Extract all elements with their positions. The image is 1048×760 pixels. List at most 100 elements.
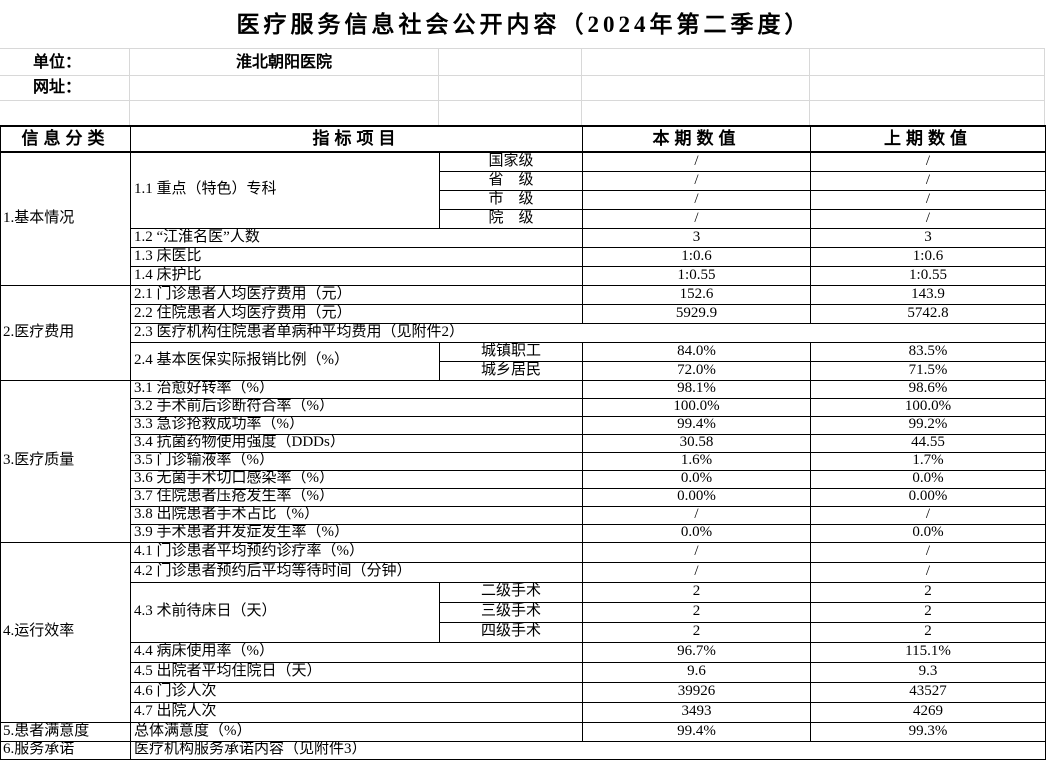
value-cell: 100.0% — [582, 397, 811, 417]
subindicator-cell: 国家级 — [439, 151, 583, 172]
indicator-cell: 3.6 无菌手术切口感染率（%） — [130, 469, 583, 489]
value-cell: 0.00% — [810, 487, 1046, 507]
table-row: 2.4 基本医保实际报销比例（%） 城镇职工 84.0% 83.5% — [1, 341, 1046, 381]
table-row: 4.6 门诊人次 39926 43527 — [1, 681, 1046, 703]
table-row: 5.患者满意度 总体满意度（%） 99.4% 99.3% — [0, 721, 1046, 742]
col-header-indicator: 指标项目 — [130, 125, 583, 153]
table-row: 6.服务承诺 医疗机构服务承诺内容（见附件3） — [0, 740, 1046, 760]
empty-cell — [439, 76, 582, 101]
value-cell: / — [810, 208, 1046, 229]
value-cell: / — [582, 151, 811, 172]
value-cell: 99.2% — [810, 415, 1046, 435]
indicator-cell: 2.4 基本医保实际报销比例（%） — [130, 341, 440, 381]
value-cell: 9.6 — [582, 661, 811, 683]
value-cell: / — [582, 561, 811, 583]
table-row: 4.运行效率 4.1 门诊患者平均预约诊疗率（%） / / — [0, 541, 1046, 723]
value-cell: 1.6% — [582, 451, 811, 471]
table-row: 城乡居民 72.0% 71.5% — [1, 360, 1046, 381]
value-cell: 0.0% — [582, 523, 811, 543]
subindicator-cell: 城镇职工 — [439, 341, 583, 362]
table-row: 1.2 “江淮名医”人数 3 3 — [1, 227, 1046, 248]
table-row: 院 级 / / — [1, 208, 1046, 229]
value-cell: 2 — [582, 601, 811, 623]
col-header-current-period: 本期数值 — [582, 125, 811, 153]
indicator-cell: 4.6 门诊人次 — [130, 681, 583, 703]
table-row: 1.3 床医比 1:0.6 1:0.6 — [1, 246, 1046, 267]
table-row: 3.7 住院患者压疮发生率（%） 0.00% 0.00% — [1, 487, 1046, 507]
category-cell: 2.医疗费用 — [0, 284, 131, 381]
indicator-cell: 1.2 “江淮名医”人数 — [130, 227, 583, 248]
table-row: 4.2 门诊患者预约后平均等待时间（分钟） / / — [1, 561, 1046, 583]
value-cell: 98.1% — [582, 379, 811, 399]
table-row: 3.8 出院患者手术占比（%） / / — [1, 505, 1046, 525]
empty-cell — [130, 101, 439, 125]
value-cell: 115.1% — [810, 641, 1046, 663]
table-row: 三级手术 2 2 — [1, 601, 1046, 623]
subindicator-cell: 城乡居民 — [439, 360, 583, 381]
value-cell: 2 — [810, 621, 1046, 643]
table-row: 4.4 病床使用率（%） 96.7% 115.1% — [1, 641, 1046, 663]
empty-cell — [582, 101, 810, 125]
value-cell: / — [810, 561, 1046, 583]
col-header-category: 信息分类 — [0, 125, 131, 153]
value-cell: 0.0% — [810, 469, 1046, 489]
value-cell: 1:0.6 — [810, 246, 1046, 267]
indicator-cell: 4.2 门诊患者预约后平均等待时间（分钟） — [130, 561, 583, 583]
empty-cell — [439, 101, 582, 125]
value-cell: 0.00% — [582, 487, 811, 507]
table-row: 3.6 无菌手术切口感染率（%） 0.0% 0.0% — [1, 469, 1046, 489]
value-cell: / — [810, 151, 1046, 172]
indicator-cell: 3.8 出院患者手术占比（%） — [130, 505, 583, 525]
indicator-cell: 1.3 床医比 — [130, 246, 583, 267]
subindicator-cell: 三级手术 — [439, 601, 583, 623]
value-cell: 100.0% — [810, 397, 1046, 417]
table-row: 3.医疗质量 3.1 治愈好转率（%） 98.1% 98.6% — [0, 379, 1046, 543]
indicator-cell: 4.5 出院者平均住院日（天） — [130, 661, 583, 683]
value-cell: / — [810, 189, 1046, 210]
empty-cell — [582, 76, 810, 101]
unit-value: 淮北朝阳医院 — [130, 48, 439, 76]
subindicator-cell: 院 级 — [439, 208, 583, 229]
value-cell: 44.55 — [810, 433, 1046, 453]
table-row: 3.9 手术患者并发症发生率（%） 0.0% 0.0% — [1, 523, 1046, 543]
value-cell: 84.0% — [582, 341, 811, 362]
table-row: 2.2 住院患者人均医疗费用（元） 5929.9 5742.8 — [1, 303, 1046, 324]
meta-section: 单位： 淮北朝阳医院 网址： — [0, 48, 1045, 125]
value-cell: 3 — [582, 227, 811, 248]
category-cell: 3.医疗质量 — [0, 379, 131, 543]
indicator-cell: 4.3 术前待床日（天） — [130, 581, 440, 643]
category-cell: 1.基本情况 — [0, 151, 131, 286]
value-cell: 2 — [582, 621, 811, 643]
value-cell: 152.6 — [582, 284, 811, 305]
table-row: 1.4 床护比 1:0.55 1:0.55 — [1, 265, 1046, 286]
disclosure-table: 信息分类 指标项目 本期数值 上期数值 1.基本情况 1.1 重点（特色）专科 国家… — [0, 125, 1046, 760]
category-cell: 4.运行效率 — [0, 541, 131, 723]
page-title: 医疗服务信息社会公开内容（2024年第二季度） — [236, 12, 812, 37]
subindicator-cell: 省 级 — [439, 170, 583, 191]
table-header-row: 信息分类 指标项目 本期数值 上期数值 — [0, 125, 1046, 153]
empty-cell — [810, 48, 1045, 76]
indicator-cell: 3.5 门诊输液率（%） — [130, 451, 583, 471]
value-cell: 4269 — [810, 701, 1046, 723]
indicator-cell: 2.1 门诊患者人均医疗费用（元） — [130, 284, 583, 305]
value-cell: 5929.9 — [582, 303, 811, 324]
table-row: 4.7 出院人次 3493 4269 — [1, 701, 1046, 723]
indicator-cell: 1.4 床护比 — [130, 265, 583, 286]
indicator-cell: 3.2 手术前后诊断符合率（%） — [130, 397, 583, 417]
table-row: 3.3 急诊抢救成功率（%） 99.4% 99.2% — [1, 415, 1046, 435]
value-cell: 143.9 — [810, 284, 1046, 305]
value-cell: 2 — [582, 581, 811, 603]
subindicator-cell: 二级手术 — [439, 581, 583, 603]
table-row: 市 级 / / — [1, 189, 1046, 210]
value-cell: 0.0% — [582, 469, 811, 489]
table-body: 1.基本情况 1.1 重点（特色）专科 国家级 / / 省 级 / / 市 级 / / 院 级 //1.… — [0, 151, 1046, 760]
indicator-cell: 3.7 住院患者压疮发生率（%） — [130, 487, 583, 507]
value-cell: 2 — [810, 581, 1046, 603]
value-cell: 72.0% — [582, 360, 811, 381]
value-cell: 3493 — [582, 701, 811, 723]
table-row: 2.3 医疗机构住院患者单病种平均费用（见附件2） — [1, 322, 1046, 343]
indicator-cell: 2.3 医疗机构住院患者单病种平均费用（见附件2） — [130, 322, 1046, 343]
subindicator-cell: 四级手术 — [439, 621, 583, 643]
url-value — [130, 76, 439, 101]
indicator-cell: 总体满意度（%） — [130, 721, 583, 742]
